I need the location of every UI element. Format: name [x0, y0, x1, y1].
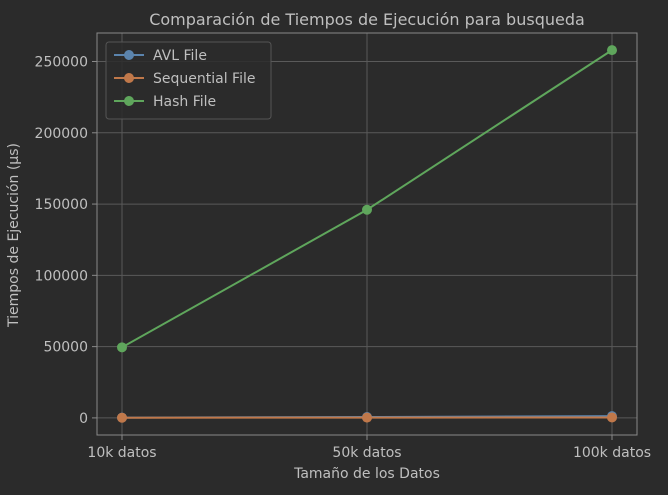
legend: AVL File Sequential File Hash File — [105, 41, 272, 120]
y-axis-label: Tiempos de Ejecución (µs) — [6, 143, 22, 328]
legend-item: AVL File — [114, 48, 207, 64]
data-point — [362, 204, 372, 215]
legend-label: Hash File — [153, 94, 216, 110]
data-point — [607, 45, 617, 56]
legend-marker — [124, 50, 134, 60]
chart-title: Comparación de Tiempos de Ejecución para… — [149, 10, 585, 29]
data-point — [607, 412, 617, 423]
x-axis-label: Tamaño de los Datos — [293, 466, 440, 482]
legend-item: Hash File — [114, 94, 216, 110]
x-tick-label: 100k datos — [573, 445, 651, 461]
axis-ticks: 10k datos 50k datos 100k datos 0 50000 100000… — [35, 55, 652, 461]
legend-label: AVL File — [153, 48, 207, 64]
y-tick-label: 200000 — [35, 126, 88, 142]
data-point — [117, 412, 127, 423]
axes-frame — [96, 32, 638, 436]
y-tick-label: 250000 — [35, 55, 88, 71]
series-sequential-file — [117, 412, 617, 423]
y-tick-label: 150000 — [35, 197, 88, 213]
legend-label: Sequential File — [153, 71, 255, 87]
legend-marker — [124, 96, 134, 106]
data-series — [117, 45, 617, 423]
legend-item: Sequential File — [114, 71, 255, 87]
legend-marker — [124, 73, 134, 83]
series-hash-file — [117, 45, 617, 353]
legend-box — [105, 41, 272, 120]
x-tick-label: 10k datos — [87, 445, 156, 461]
x-tick-label: 50k datos — [332, 445, 401, 461]
y-tick-label: 50000 — [43, 340, 88, 356]
y-tick-label: 100000 — [35, 268, 88, 284]
y-tick-label: 0 — [79, 411, 88, 427]
data-point — [362, 412, 372, 423]
data-point — [117, 342, 127, 353]
